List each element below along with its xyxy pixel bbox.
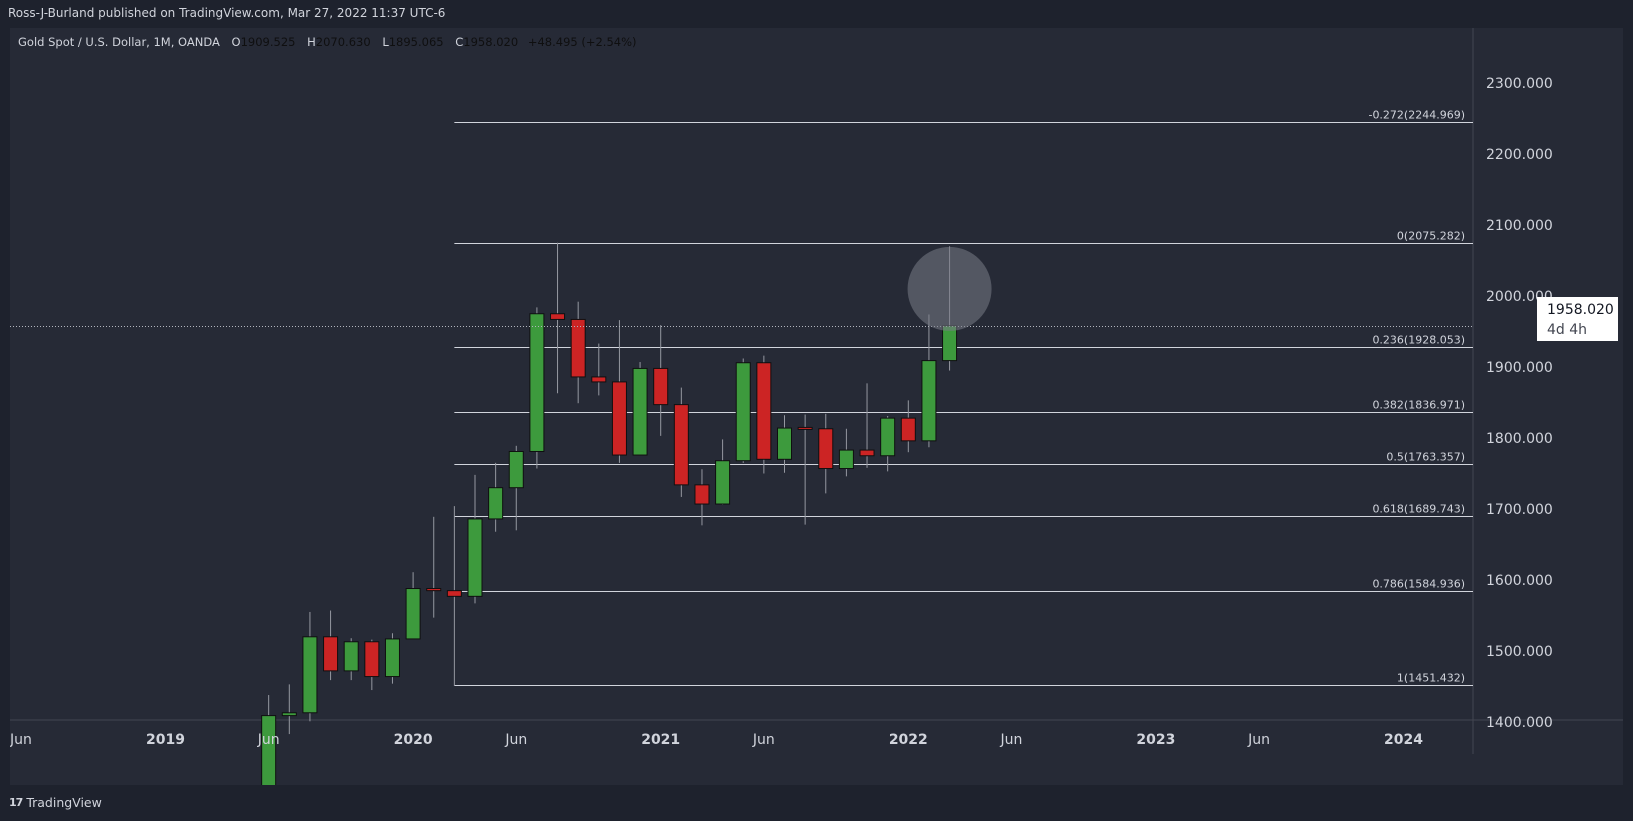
candle-up [921, 360, 937, 442]
high-label: H [307, 35, 316, 49]
candle-up [529, 313, 545, 452]
price-tick-label: 1800.000 [1486, 431, 1553, 447]
candle-down [900, 417, 916, 442]
symbol-name[interactable]: Gold Spot / U.S. Dollar, 1M, OANDA [18, 35, 220, 49]
bar-countdown: 4d 4h [1547, 322, 1588, 338]
candle-down [673, 404, 689, 486]
tradingview-logo[interactable]: 17 TradingView [9, 795, 102, 810]
candle-down [364, 641, 380, 678]
tradingview-brand: TradingView [26, 795, 102, 810]
price-tick-label: 1500.000 [1486, 644, 1553, 660]
change-value: +48.495 (+2.54%) [527, 35, 637, 49]
price-tick-label: 2300.000 [1486, 76, 1553, 92]
candle-down [426, 588, 442, 592]
last-price-value: 1958.020 [1547, 302, 1614, 318]
time-tick-label: 2021 [641, 732, 680, 748]
tradingview-logo-icon: 17 [9, 796, 23, 809]
candle-up [405, 588, 421, 640]
time-tick-label: Jun [504, 732, 527, 748]
time-tick-label: 2019 [146, 732, 185, 748]
candle-down [591, 376, 607, 383]
price-tick-label: 2200.000 [1486, 147, 1553, 163]
low-value: 1895.065 [388, 35, 444, 49]
fibonacci-retracement: -0.272(2244.969) 0(2075.282) 0.236(1928.05… [454, 109, 1473, 686]
candle-down [694, 484, 710, 505]
axes: 2300.000 2200.000 2100.000 2000.000 1900.000… [10, 76, 1553, 748]
candle-up [384, 638, 400, 678]
publisher-text: Ross-J-Burland published on TradingView.… [8, 6, 446, 20]
candle-up [735, 362, 751, 462]
close-value: 1958.020 [463, 35, 519, 49]
candle-down [818, 428, 834, 470]
price-tick-label: 1400.000 [1486, 715, 1553, 731]
chart-svg[interactable]: -0.272(2244.969) 0(2075.282) 0.236(1928.05… [10, 28, 1623, 785]
price-tick-label: 1700.000 [1486, 502, 1553, 518]
candle-down [611, 381, 627, 456]
candle-down [653, 367, 669, 406]
footer [0, 787, 1633, 821]
candle-up [880, 417, 896, 457]
candle-up [302, 636, 318, 714]
fib-level-label: 0.5(1763.357) [1386, 451, 1465, 464]
candle-down [570, 318, 586, 378]
candle-up [488, 487, 504, 520]
candle-up [632, 367, 648, 456]
candle-up [838, 449, 854, 470]
fib-level-label: -0.272(2244.969) [1368, 109, 1465, 122]
fib-level-label: 0.382(1836.971) [1372, 399, 1465, 412]
candle-up [281, 712, 297, 717]
time-tick-label: 2020 [394, 732, 433, 748]
time-tick-label: 2022 [889, 732, 928, 748]
time-tick-label: 2023 [1136, 732, 1175, 748]
candle-down [550, 313, 566, 320]
price-tick-label: 1600.000 [1486, 573, 1553, 589]
time-tick-label: Jun [1247, 732, 1270, 748]
candle-up [942, 325, 958, 362]
high-value: 2070.630 [315, 35, 371, 49]
open-value: 1909.525 [240, 35, 296, 49]
candle-up [467, 518, 483, 597]
last-price-label: 1958.020 4d 4h [1537, 297, 1618, 341]
time-tick-label: Jun [10, 732, 32, 748]
chart-frame [10, 28, 1623, 785]
highlight-circle [907, 246, 992, 331]
price-tick-label: 1900.000 [1486, 360, 1553, 376]
overlays [10, 246, 1473, 331]
candles [261, 242, 958, 785]
candle-up [715, 460, 731, 505]
fib-level-label: 0(2075.282) [1397, 230, 1465, 243]
fib-level-label: 0.786(1584.936) [1372, 578, 1465, 591]
candle-up [343, 641, 359, 672]
time-tick-label: Jun [752, 732, 775, 748]
candle-up [777, 427, 792, 460]
fib-level-label: 0.236(1928.053) [1372, 334, 1465, 347]
time-tick-label: Jun [1000, 732, 1023, 748]
candle-down [323, 636, 339, 672]
axis-separators [10, 28, 1623, 754]
low-label: L [382, 35, 389, 49]
time-tick-label: Jun [257, 732, 280, 748]
candle-up [508, 450, 524, 489]
fib-level-label: 1(1451.432) [1397, 672, 1465, 685]
price-tick-label: 2100.000 [1486, 218, 1553, 234]
candle-down [756, 362, 772, 460]
symbol-legend: Gold Spot / U.S. Dollar, 1M, OANDA O1909… [18, 35, 637, 49]
time-tick-label: 2024 [1384, 732, 1423, 748]
open-label: O [231, 35, 241, 49]
fib-level-label: 0.618(1689.743) [1372, 503, 1465, 516]
candle-up [261, 715, 277, 785]
candle-down [859, 449, 875, 457]
candle-down [797, 426, 813, 430]
price-tick-label: 2000.000 [1486, 289, 1553, 305]
close-label: C [455, 35, 464, 49]
candle-down [446, 590, 462, 597]
publisher-header: Ross-J-Burland published on TradingView.… [0, 0, 1633, 28]
